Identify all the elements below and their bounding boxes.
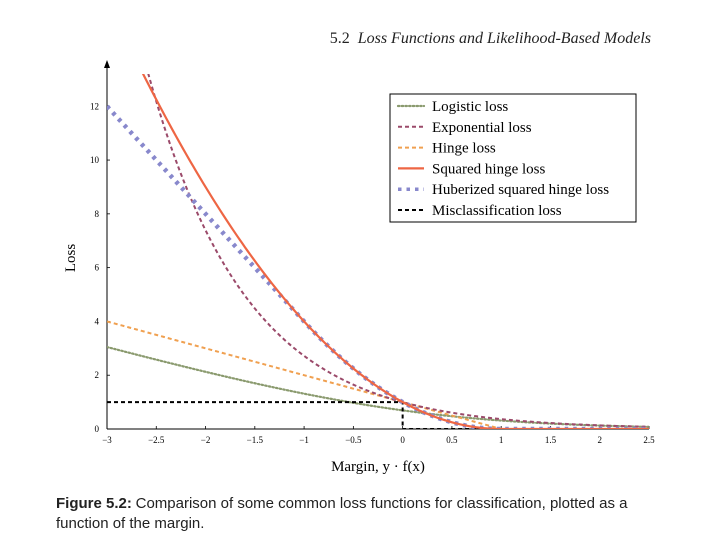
x-tick-label: −2 [201, 435, 211, 445]
y-axis-arrow [104, 60, 110, 68]
caption-label: Figure 5.2: [56, 495, 132, 512]
y-tick-label: 2 [95, 370, 100, 380]
figure-caption: Figure 5.2: Comparison of some common lo… [56, 494, 656, 534]
x-axis-label: Margin, y · f(x) [331, 459, 425, 475]
x-tick-label: 2 [597, 435, 602, 445]
series-line-2 [147, 74, 649, 428]
y-axis-label: Loss [63, 244, 79, 273]
x-tick-label: 2.5 [643, 435, 655, 445]
series-line-3 [107, 320, 649, 429]
caption-text: Comparison of some common loss functions… [56, 495, 628, 532]
y-tick-label: 12 [90, 101, 99, 111]
tick-labels: −3 −2.5 −2 −1.5 −1 −0.5 0 0.5 1 1.5 2 2.5 0 2 4 6 8 10 12 [90, 101, 655, 445]
section-title: Loss Functions and Likelihood-Based Mode… [357, 30, 651, 47]
curves [107, 74, 649, 429]
y-tick-label: 8 [95, 209, 100, 219]
legend: Logistic loss Exponential loss Hinge loss S… [389, 93, 637, 223]
x-tick-label: −2.5 [148, 435, 165, 445]
y-tick-label: 10 [90, 155, 100, 165]
running-header: 5.2 Loss Functions and Likelihood-Based … [330, 30, 651, 48]
legend-label: Exponential loss [432, 120, 532, 136]
x-tick-label: −0.5 [345, 435, 362, 445]
x-tick-label: −1.5 [247, 435, 264, 445]
legend-label: Huberized squared hinge loss [432, 182, 609, 198]
series-line-6 [107, 401, 649, 429]
legend-label: Misclassification loss [432, 203, 562, 219]
legend-label: Squared hinge loss [432, 161, 545, 177]
section-number: 5.2 [329, 30, 350, 47]
x-tick-label: 1 [499, 435, 504, 445]
series-line-4 [141, 74, 649, 429]
x-tick-label: −3 [102, 435, 112, 445]
legend-box [389, 93, 637, 223]
loss-chart: −3 −2.5 −2 −1.5 −1 −0.5 0 0.5 1 1.5 2 2.5024681012 … [63, 60, 655, 475]
x-tick-label: 0 [400, 435, 405, 445]
y-tick-label: 6 [95, 263, 100, 273]
legend-label: Hinge loss [432, 141, 496, 157]
x-tick-label: 0.5 [446, 435, 458, 445]
x-tick-label: 1.5 [545, 435, 557, 445]
y-tick-label: 4 [95, 316, 100, 326]
x-tick-label: −1 [299, 435, 309, 445]
legend-label: Logistic loss [432, 99, 508, 115]
y-tick-label: 0 [95, 424, 100, 434]
